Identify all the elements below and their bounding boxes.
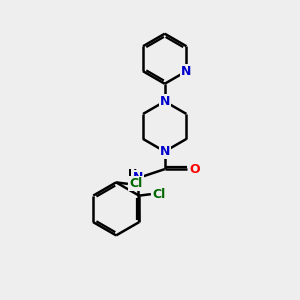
Text: N: N [160, 145, 170, 158]
Text: N: N [181, 65, 192, 78]
Text: Cl: Cl [129, 177, 142, 190]
Text: O: O [190, 163, 200, 176]
Text: N: N [160, 95, 170, 108]
Text: N: N [132, 172, 143, 184]
Text: Cl: Cl [152, 188, 165, 201]
Text: H: H [128, 169, 137, 179]
